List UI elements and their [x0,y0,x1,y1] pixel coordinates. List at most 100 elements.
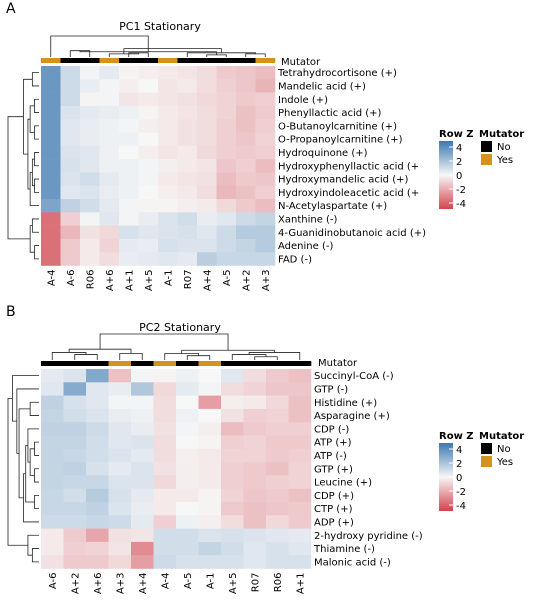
heatmap-cell [255,199,276,213]
heatmap-cell [236,172,256,186]
heatmap-cell [86,541,109,556]
heatmap-cell [288,369,312,383]
heatmap-cell [198,435,222,450]
heatmap-cell [41,172,61,186]
mutator-yes-swatch-a [481,154,492,165]
column-label: A+5 [228,573,239,595]
row-label: Hydroquinone (+) [278,148,368,159]
heatmap-cell [177,92,198,107]
annotation-label-b: Mutator [318,358,358,369]
mutator-no-swatch-a [481,141,492,152]
heatmap-cell [176,515,199,529]
heatmap-cell [153,488,177,503]
heatmap-cell [108,528,132,543]
heatmap-cell [197,145,217,160]
heatmap-cell [288,382,312,396]
heatmap-cell [86,408,109,423]
heatmap-cell [60,105,81,120]
heatmap-cell [236,145,256,160]
heatmap-cell [158,119,178,133]
mutator-annotation-cell [99,58,120,63]
heatmap-cell [131,382,154,396]
heatmap-cell [266,382,289,396]
heatmap-cell [198,502,222,516]
heatmap-cell [221,502,244,516]
heatmap-cell [41,488,64,503]
heatmap-cell [221,448,244,463]
column-labels-b: A-6 A+2 A+6 A+3 A+4 A-4 A-5 A-1 A+5 R07 R06 A+1 [48,573,307,595]
heatmap-cell [236,238,256,253]
heatmap-cell [176,435,199,450]
heatmap-cell [138,159,159,173]
heatmap-cell [119,238,139,253]
heatmap-cell [255,66,276,80]
mutator-no-swatch-b [481,443,492,454]
heatmap-cell [80,225,100,240]
mutator-annotation-cell [197,58,217,63]
heatmap-cell [197,212,217,226]
mutator-annotation-cell [216,58,237,63]
heatmap-cell [216,145,237,160]
heatmap-cell [63,448,87,463]
mutator-annotation-cell [158,58,178,63]
heatmap-cell [86,369,109,383]
heatmap-cell [138,105,159,120]
heatmap-cell [216,105,237,120]
heatmap-cell [153,448,177,463]
heatmap-cell [158,66,178,80]
heatmap-cell [99,66,120,80]
heatmap-cell [176,541,199,556]
row-label: ATP (+) [314,438,352,449]
heatmap-cell [255,252,276,266]
heatmap-cell [198,408,222,423]
heatmap-cell [255,105,276,120]
heatmap-cell [108,422,132,436]
heatmap-cell [176,448,199,463]
heatmap-cell [63,462,87,476]
panel-label-a: A [6,1,16,17]
column-label: A+3 [261,270,272,292]
dendrogram-branch [34,441,39,456]
scale-tick-label: 0 [456,171,462,182]
heatmap-panel-a: A PC1 Stationary Mutator Tetrahydrocorti… [6,1,426,291]
heatmap-cell [198,541,222,556]
scale-tick-label: -2 [456,487,466,498]
heatmap-cell [266,448,289,463]
column-label: A-1 [163,270,174,287]
heatmap-cell [60,66,81,80]
heatmap-cell [131,555,154,569]
dendrogram-branch [123,48,222,54]
heatmap-cell [266,408,289,423]
heatmap-cell [86,395,109,410]
heatmap-cell [41,475,64,489]
heatmap-cell [86,448,109,463]
row-label: O-Propanoylcarnitine (+) [278,135,403,146]
heatmap-cell [60,225,81,240]
heatmap-cell [60,172,81,186]
heatmap-cell [158,172,178,186]
heatmap-cell [197,172,217,186]
heatmap-cell [80,238,100,253]
heatmap-cell [236,212,256,226]
row-label: N-Acetylaspartate (+) [278,201,387,212]
mutator-annotation-cell [176,361,199,366]
mutator-annotation-cell [153,361,177,366]
heatmap-cell [221,555,244,569]
heatmap-cell [41,66,61,80]
color-scale-bar-b [439,443,453,511]
heatmap-cell [177,225,198,240]
row-label: CDP (-) [314,424,349,435]
heatmap-cell [86,488,109,503]
heatmap-cell [216,185,237,200]
heatmap-cell [99,172,120,186]
heatmap-cell [153,369,177,383]
heatmap-cell [243,395,267,410]
heatmap-cell [119,119,139,133]
column-labels-a: A-4 A-6 R06 A+6 A+1 A+5 A-1 R07 A+4 A-5 A+2 A+3 [46,270,272,292]
heatmap-cell [131,475,154,489]
heatmap-cell [197,159,217,173]
heatmap-cell [80,185,100,200]
dendrogram-branch [29,448,35,476]
dendrogram-branch [27,428,39,463]
heatmap-cell [288,555,312,569]
